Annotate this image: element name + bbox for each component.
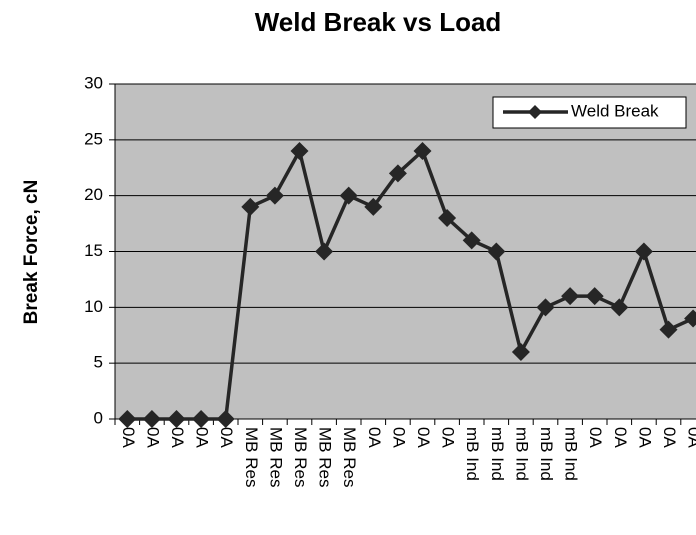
- data-point: [265, 186, 284, 205]
- data-point: [315, 242, 334, 261]
- data-point: [585, 287, 604, 306]
- x-tick-label: mB Ind: [537, 427, 556, 481]
- data-point: [339, 186, 358, 205]
- x-tick-label: mB Ind: [562, 427, 581, 481]
- data-point: [438, 209, 457, 227]
- data-point: [142, 410, 161, 428]
- y-tick-label: 20: [84, 185, 103, 204]
- legend-marker: [528, 105, 542, 119]
- x-tick-label: 0A: [685, 427, 696, 448]
- x-tick-label: MB Res: [340, 427, 359, 487]
- data-point: [216, 410, 235, 428]
- x-tick-label: MB Res: [291, 427, 310, 487]
- x-tick-label: 0A: [414, 427, 433, 448]
- x-tick-label: 0A: [586, 427, 605, 448]
- data-point: [118, 410, 137, 428]
- y-axis-label: Break Force, cN: [21, 180, 42, 325]
- x-tick-label: 0A: [635, 427, 654, 448]
- x-tick-label: 0A: [660, 427, 679, 448]
- data-point: [462, 231, 481, 250]
- y-tick-label: 0: [94, 408, 103, 427]
- legend-label: Weld Break: [571, 101, 659, 120]
- x-tick-label: mB Ind: [512, 427, 531, 481]
- data-point: [659, 320, 678, 339]
- data-point: [290, 142, 309, 160]
- x-tick-label: 0A: [143, 427, 162, 448]
- x-tick-label: 0A: [365, 427, 384, 448]
- chart-title: Weld Break vs Load: [255, 7, 502, 37]
- x-tick-label: MB Res: [316, 427, 335, 487]
- data-point: [536, 298, 555, 317]
- data-point: [610, 298, 629, 317]
- data-point: [413, 142, 432, 160]
- data-point: [241, 197, 260, 216]
- data-point: [684, 309, 696, 328]
- x-tick-label: mB Ind: [463, 427, 482, 481]
- x-tick-label: 0A: [217, 427, 236, 448]
- data-point: [487, 242, 506, 261]
- y-tick-label: 10: [84, 297, 103, 316]
- y-tick-label: 5: [94, 353, 103, 372]
- x-tick-label: MB Res: [266, 427, 285, 487]
- data-point: [561, 287, 580, 306]
- y-tick-label: 15: [84, 241, 103, 260]
- x-tick-label: 0A: [168, 427, 187, 448]
- data-point: [192, 410, 211, 428]
- x-tick-label: 0A: [119, 427, 138, 448]
- data-point: [634, 242, 653, 261]
- x-tick-label: 0A: [193, 427, 212, 448]
- y-tick-label: 25: [84, 129, 103, 148]
- data-point: [511, 343, 530, 361]
- x-tick-label: MB Res: [242, 427, 261, 487]
- x-tick-label: mB Ind: [488, 427, 507, 481]
- data-point: [167, 410, 186, 428]
- data-point: [364, 197, 383, 216]
- data-point: [388, 164, 407, 183]
- y-tick-label: 30: [84, 73, 103, 92]
- x-tick-label: 0A: [611, 427, 630, 448]
- x-tick-label: 0A: [439, 427, 458, 448]
- x-tick-label: 0A: [389, 427, 408, 448]
